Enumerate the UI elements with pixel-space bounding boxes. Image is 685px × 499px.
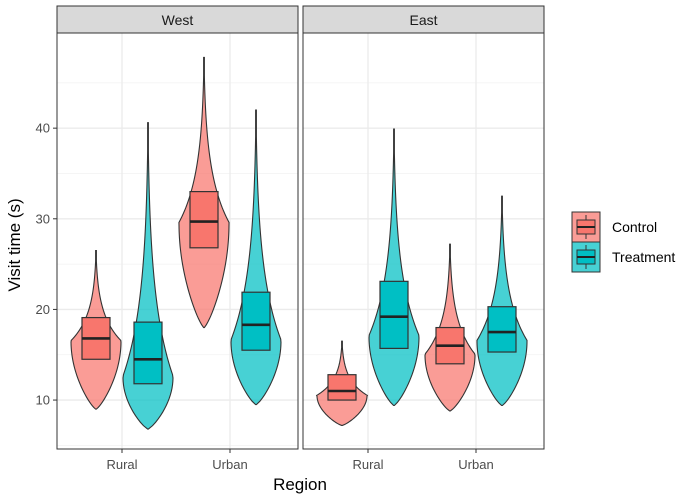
facet-panels: West East [56,5,545,450]
y-axis-title: Visit time (s) [5,198,24,291]
panel-border [302,32,545,450]
box-east-urban-treatment [487,306,517,353]
x-tick-label: Rural [352,457,383,472]
y-tick-label: 10 [36,393,50,408]
x-tick-label: Urban [458,457,493,472]
y-tick-label: 40 [36,121,50,136]
panel-west: West [56,5,299,450]
x-tick-label: Urban [212,457,247,472]
box-east-rural-control [327,374,357,401]
x-axis: Rural Urban Rural Urban [106,449,494,472]
y-tick-label: 30 [36,211,50,226]
y-tick-label: 20 [36,302,50,317]
x-tick-label: Rural [106,457,137,472]
strip-label-west: West [162,12,194,28]
legend-key-control [571,211,601,243]
strip-label-east: East [409,12,437,28]
panel-border [56,32,299,450]
legend: Control Treatment [571,211,675,273]
legend-key-treatment [571,241,601,273]
box-west-urban-control [189,191,219,249]
panel-east: East [302,5,545,450]
strip-west [56,5,299,34]
violin-east-urban-treatment [476,195,528,407]
legend-label-control: Control [612,219,657,235]
y-axis: 10 20 30 40 [36,121,57,408]
box-east-rural-treatment [379,280,409,349]
strip-east [302,5,545,34]
box-west-urban-treatment [241,291,271,351]
x-axis-title: Region [273,475,327,494]
legend-label-treatment: Treatment [612,249,675,265]
box-west-rural-treatment [133,321,163,385]
